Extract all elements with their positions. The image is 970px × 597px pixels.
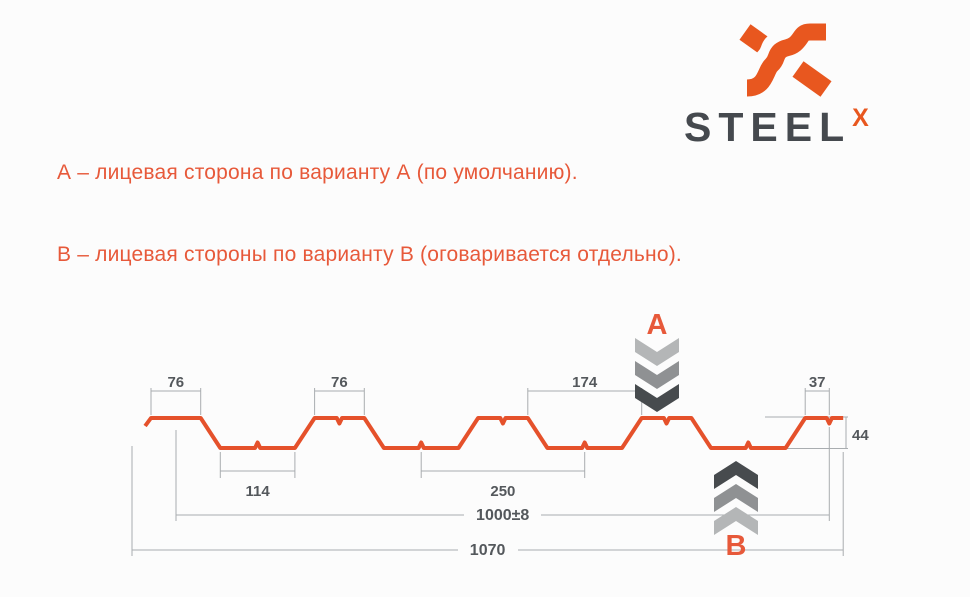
dim-top-flange-second: 76 (331, 374, 348, 391)
steelx-logo-icon (732, 22, 839, 98)
dim-pitch: 250 (490, 483, 515, 500)
chevron-down-icon (635, 361, 679, 389)
chevron-up-icon (714, 461, 758, 489)
dim-bottom-flange: 114 (245, 483, 270, 500)
chevron-up-icon (714, 484, 758, 512)
variant-a-arrow: A (635, 309, 679, 412)
variant-a-note: А – лицевая сторона по варианту А (по ум… (57, 161, 578, 184)
profile-diagram: 76 76 174 37 114 250 1000±8 1070 44 A B (131, 309, 869, 562)
brand-steel-label: STEEL (684, 104, 852, 150)
dim-top-flange-left: 76 (167, 374, 184, 391)
working-width-label-bg (464, 505, 541, 525)
chevron-down-icon (635, 384, 679, 412)
brand-x-superscript: X (852, 104, 869, 132)
dim-edge-lip: 37 (809, 374, 826, 391)
variant-b-arrow: B (714, 461, 758, 562)
brand-text: STEELX (684, 106, 869, 148)
dim-overall-width: 1070 (470, 542, 506, 559)
variant-a-letter: A (647, 309, 668, 341)
dim-profile-height: 44 (852, 427, 869, 444)
overall-width-label-bg (458, 540, 518, 560)
logo-arm-bottom-right (792, 61, 832, 97)
chevron-down-icon (635, 338, 679, 366)
variant-b-letter: B (726, 530, 747, 562)
profile-outline (143, 416, 844, 450)
dim-working-width: 1000±8 (476, 507, 529, 524)
variant-b-note: В – лицевая стороны по варианту В (огова… (57, 243, 682, 266)
chevron-up-icon (714, 507, 758, 535)
dim-rib-gap: 174 (572, 374, 598, 391)
